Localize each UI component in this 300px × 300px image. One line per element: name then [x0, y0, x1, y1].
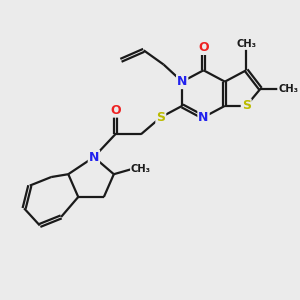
Text: N: N: [198, 111, 209, 124]
Text: CH₃: CH₃: [278, 84, 298, 94]
Text: S: S: [242, 99, 251, 112]
Text: CH₃: CH₃: [236, 39, 256, 49]
Text: N: N: [177, 75, 187, 88]
Text: O: O: [198, 41, 209, 54]
Text: CH₃: CH₃: [131, 164, 151, 173]
Text: N: N: [89, 151, 99, 164]
Text: S: S: [156, 111, 165, 124]
Text: O: O: [110, 103, 121, 117]
